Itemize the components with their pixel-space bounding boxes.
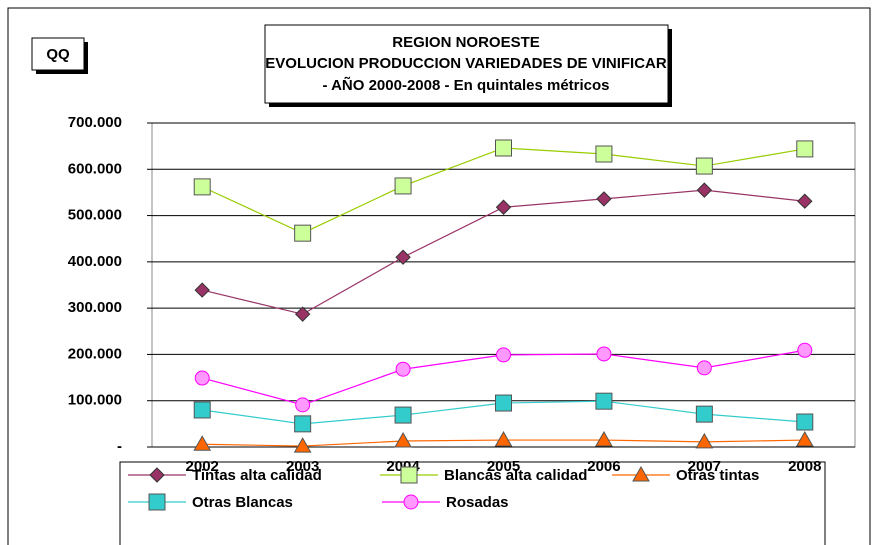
data-point <box>294 224 312 242</box>
ylabel-box <box>31 37 85 71</box>
data-point <box>395 249 411 265</box>
legend-label: Rosadas <box>446 494 509 511</box>
y-tick-label: 600.000 <box>68 160 122 177</box>
legend-label: Tintas alta calidad <box>192 467 322 484</box>
data-point <box>595 145 613 163</box>
data-point <box>495 199 512 215</box>
data-point <box>696 182 713 198</box>
x-tick-label: 2006 <box>587 458 620 475</box>
title-box <box>264 24 669 104</box>
x-tick-label: 2003 <box>286 458 319 475</box>
data-point <box>194 282 210 298</box>
data-point <box>796 140 814 158</box>
data-point <box>294 306 311 322</box>
data-point <box>294 415 312 433</box>
data-point <box>495 139 512 157</box>
y-tick-label: 300.000 <box>68 299 122 316</box>
y-tick-label: 200.000 <box>68 345 122 362</box>
y-tick-label: - <box>117 438 122 455</box>
data-point <box>696 360 712 376</box>
data-point <box>193 178 211 196</box>
data-point <box>495 394 512 412</box>
data-point <box>394 406 412 424</box>
chart-title: REGION NOROESTE <box>392 34 540 51</box>
chart-subtitle: EVOLUCION PRODUCCION VARIEDADES DE VINIF… <box>265 55 667 72</box>
x-tick-label: 2002 <box>186 458 219 475</box>
legend-marker <box>400 466 418 484</box>
data-point <box>797 342 813 358</box>
data-point <box>193 401 211 419</box>
data-point <box>797 193 813 209</box>
data-point <box>595 431 613 447</box>
data-point <box>193 435 212 451</box>
x-tick-label: 2008 <box>788 458 821 475</box>
legend-box <box>119 461 826 545</box>
chart-subtitle: - AÑO 2000-2008 - En quintales métricos <box>322 76 609 94</box>
x-tick-label: 2007 <box>688 458 721 475</box>
legend-marker <box>148 493 166 511</box>
data-point <box>395 361 411 377</box>
data-point <box>394 431 412 448</box>
x-tick-label: 2005 <box>487 458 520 475</box>
data-point <box>295 397 311 413</box>
data-point <box>695 157 713 175</box>
y-tick-label: 400.000 <box>68 253 122 270</box>
data-point <box>496 347 511 363</box>
data-point <box>194 370 210 386</box>
legend-label: Blancas alta calidad <box>444 467 587 484</box>
data-point <box>695 405 713 423</box>
y-tick-label: 500.000 <box>68 207 122 224</box>
data-point <box>595 392 613 410</box>
data-point <box>796 413 814 431</box>
y-axis-label: QQ <box>46 46 70 63</box>
data-point <box>293 437 312 453</box>
data-point <box>695 432 714 449</box>
data-point <box>494 431 513 447</box>
data-point <box>394 177 412 195</box>
y-tick-label: 700.000 <box>68 114 122 131</box>
legend-marker <box>149 467 165 483</box>
legend-label: Otras tintas <box>676 467 759 484</box>
y-tick-label: 100.000 <box>68 392 122 409</box>
data-point <box>596 191 612 207</box>
legend-marker <box>632 465 650 482</box>
data-point <box>596 346 612 362</box>
legend-label: Otras Blancas <box>192 494 293 511</box>
legend-marker <box>403 494 419 510</box>
data-point <box>795 431 814 447</box>
